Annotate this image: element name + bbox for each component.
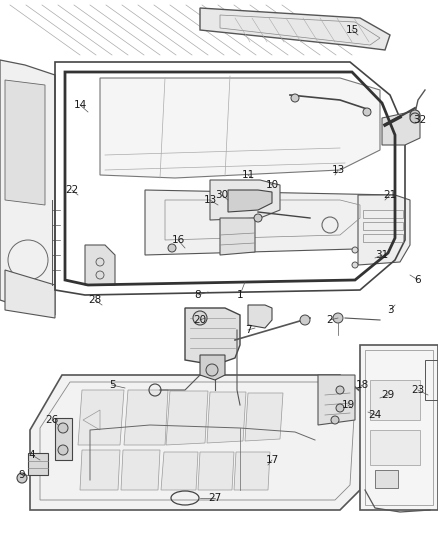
Polygon shape	[200, 355, 225, 380]
Circle shape	[410, 113, 420, 123]
Bar	[363, 234, 403, 242]
Polygon shape	[78, 390, 124, 445]
Text: 24: 24	[368, 410, 381, 420]
Polygon shape	[198, 452, 234, 490]
Text: 13: 13	[332, 165, 345, 175]
Text: 14: 14	[74, 100, 87, 110]
Polygon shape	[28, 453, 48, 475]
Polygon shape	[121, 450, 160, 490]
Circle shape	[254, 214, 262, 222]
Text: 8: 8	[194, 290, 201, 300]
Polygon shape	[30, 375, 365, 510]
Polygon shape	[161, 452, 198, 490]
Polygon shape	[370, 430, 420, 465]
Circle shape	[168, 244, 176, 252]
Text: 4: 4	[28, 450, 35, 460]
Text: 7: 7	[245, 325, 251, 335]
Polygon shape	[166, 391, 208, 445]
Polygon shape	[5, 80, 45, 205]
Text: 31: 31	[375, 250, 389, 260]
Text: 2: 2	[327, 315, 333, 325]
Polygon shape	[207, 392, 246, 443]
Polygon shape	[145, 190, 395, 255]
Text: 22: 22	[65, 185, 79, 195]
Circle shape	[96, 258, 104, 266]
Polygon shape	[210, 180, 280, 220]
Text: 30: 30	[215, 190, 229, 200]
Text: 13: 13	[203, 195, 217, 205]
Circle shape	[352, 262, 358, 268]
Polygon shape	[234, 452, 270, 490]
Polygon shape	[228, 190, 272, 212]
Bar	[363, 222, 403, 230]
Text: 26: 26	[46, 415, 59, 425]
Polygon shape	[382, 112, 420, 145]
Text: 5: 5	[109, 380, 115, 390]
Polygon shape	[318, 375, 355, 425]
Circle shape	[410, 110, 420, 120]
Circle shape	[17, 473, 27, 483]
Polygon shape	[55, 418, 72, 460]
Circle shape	[206, 364, 218, 376]
Circle shape	[331, 416, 339, 424]
Text: 32: 32	[413, 115, 427, 125]
Circle shape	[96, 271, 104, 279]
Polygon shape	[80, 450, 120, 490]
Text: 20: 20	[194, 315, 207, 325]
Text: 21: 21	[383, 190, 397, 200]
Circle shape	[336, 386, 344, 394]
Circle shape	[58, 445, 68, 455]
Bar	[363, 210, 403, 218]
Circle shape	[291, 94, 299, 102]
Polygon shape	[185, 308, 240, 365]
Text: 23: 23	[411, 385, 424, 395]
Polygon shape	[200, 8, 390, 50]
Text: 11: 11	[241, 170, 254, 180]
Circle shape	[352, 247, 358, 253]
Text: 15: 15	[346, 25, 359, 35]
Polygon shape	[85, 245, 115, 285]
Circle shape	[336, 404, 344, 412]
Text: 17: 17	[265, 455, 279, 465]
Polygon shape	[358, 195, 410, 265]
Text: 16: 16	[171, 235, 185, 245]
Circle shape	[363, 108, 371, 116]
Text: 9: 9	[19, 470, 25, 480]
Text: 10: 10	[265, 180, 279, 190]
Polygon shape	[5, 270, 55, 318]
Polygon shape	[124, 390, 168, 445]
Text: 1: 1	[237, 290, 244, 300]
Text: 19: 19	[341, 400, 355, 410]
Circle shape	[300, 315, 310, 325]
Polygon shape	[360, 345, 438, 510]
Text: 29: 29	[381, 390, 395, 400]
Text: 27: 27	[208, 493, 222, 503]
Polygon shape	[0, 60, 55, 315]
Polygon shape	[220, 218, 255, 255]
Text: 28: 28	[88, 295, 102, 305]
Circle shape	[333, 313, 343, 323]
Circle shape	[58, 423, 68, 433]
Polygon shape	[375, 470, 398, 488]
Polygon shape	[100, 78, 380, 178]
Polygon shape	[248, 305, 272, 328]
Circle shape	[193, 311, 207, 325]
Text: 18: 18	[355, 380, 369, 390]
Polygon shape	[83, 410, 100, 430]
Text: 6: 6	[415, 275, 421, 285]
Polygon shape	[245, 393, 283, 441]
Text: 3: 3	[387, 305, 393, 315]
Polygon shape	[370, 380, 420, 420]
